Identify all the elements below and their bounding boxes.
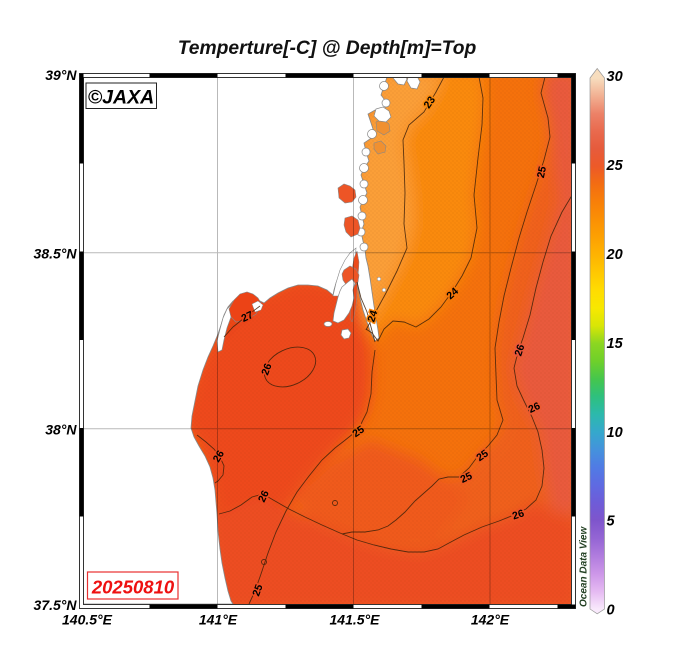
svg-text:26: 26 xyxy=(512,343,527,358)
svg-text:10: 10 xyxy=(607,425,623,441)
svg-text:142°E: 142°E xyxy=(471,612,510,628)
svg-text:5: 5 xyxy=(607,514,616,530)
svg-text:20: 20 xyxy=(606,247,623,263)
svg-text:25: 25 xyxy=(535,165,549,179)
svg-text:24: 24 xyxy=(365,309,380,324)
svg-text:Ocean Data View: Ocean Data View xyxy=(579,526,590,607)
svg-text:©JAXA: ©JAXA xyxy=(88,87,154,109)
svg-text:37.5°N: 37.5°N xyxy=(34,597,78,613)
svg-text:25: 25 xyxy=(606,158,624,174)
svg-text:0: 0 xyxy=(607,602,615,618)
svg-text:26: 26 xyxy=(511,507,526,522)
svg-text:141°E: 141°E xyxy=(199,612,238,628)
svg-text:Temperture[-C] @ Depth[m]=Top: Temperture[-C] @ Depth[m]=Top xyxy=(178,38,477,59)
svg-text:38°N: 38°N xyxy=(45,421,77,437)
svg-text:20250810: 20250810 xyxy=(91,577,175,598)
svg-text:141.5°E: 141.5°E xyxy=(330,612,381,628)
svg-text:30: 30 xyxy=(607,69,623,85)
svg-text:39°N: 39°N xyxy=(45,67,77,83)
svg-text:140.5°E: 140.5°E xyxy=(62,612,113,628)
svg-text:15: 15 xyxy=(607,336,624,352)
svg-text:38.5°N: 38.5°N xyxy=(34,245,78,261)
